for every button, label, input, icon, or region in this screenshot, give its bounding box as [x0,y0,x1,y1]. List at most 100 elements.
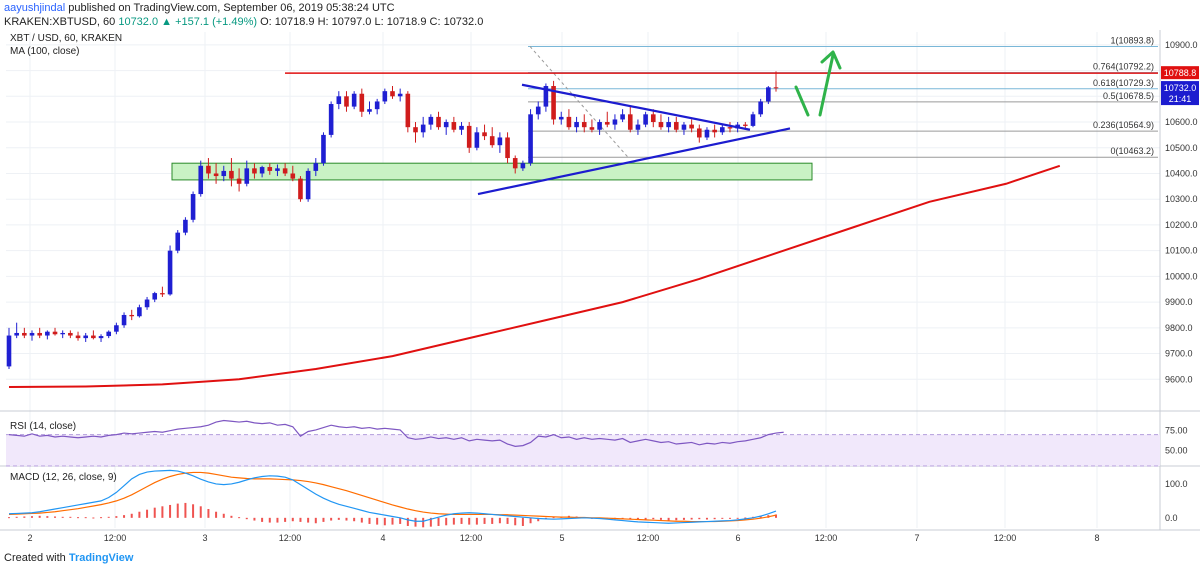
ma-100-polyline [8,164,1061,388]
candle-body [750,114,756,126]
candle-body [420,124,426,133]
macd-histogram-bar [460,517,463,524]
candle-body [267,167,273,171]
author-link[interactable]: aayushjindal [4,2,66,14]
support-zone [171,162,813,181]
x-tick-label: 12:00 [279,533,302,543]
candle-body [351,93,357,107]
chart-canvas[interactable]: 1(10893.8) 0.764(10792.2) 0.618(10729.3) 0.… [0,0,1200,550]
macd-histogram-bar [345,517,348,521]
macd-histogram-bar [138,511,141,518]
macd-histogram-bar [15,516,18,518]
ma-legend: MA (100, close) [10,46,79,57]
chart-header: aayushjindal published on TradingView.co… [0,0,1200,30]
y-tick-label: 10300.0 [1165,194,1198,204]
macd-histogram-bar [146,509,149,518]
candle-body [666,122,671,128]
macd-histogram-bar [207,509,210,518]
macd-histogram-bar [759,515,762,518]
macd-histogram-bar [705,517,708,520]
candle-body [259,167,265,174]
candle-body [413,127,418,133]
candle-body [597,122,602,130]
macd-histogram-bar [690,517,693,520]
macd-histogram-bar [422,517,425,528]
macd-histogram-bar [184,502,187,518]
macd-histogram-bar [38,515,41,518]
candle-body [405,93,411,128]
tradingview-logo[interactable]: TradingView [68,552,134,564]
y-tick-label: 10000.0 [1165,271,1198,281]
candle-body [436,116,441,128]
candle-body [382,91,388,102]
rsi-title: RSI (14, close) [10,421,76,432]
macd-histogram-bar [253,517,256,521]
publish-info: published on TradingView.com, September … [68,2,395,14]
x-tick-label: 12:00 [994,533,1017,543]
fib-level-label: 1(10893.8) [1110,35,1154,45]
y-tick-label: 9600.0 [1165,374,1193,384]
y-tick-label: 9700.0 [1165,349,1193,359]
candle-body [712,129,717,133]
macd-histogram-bar [245,517,248,520]
candle-body [758,101,763,115]
macd-histogram-bar [491,517,494,524]
macd-histogram-bar [775,514,777,518]
candle-body [535,106,541,115]
candle-body [773,87,779,89]
macd-histogram-bar [307,517,310,523]
candle-body [298,178,303,200]
macd-signal-line [8,471,777,523]
candle-body [466,125,472,148]
candle-body [6,335,12,367]
footer-prefix: Created with [4,552,66,564]
macd-histogram-bar [299,517,302,522]
candle-body [620,114,625,120]
candle-body [743,124,748,126]
candle-body [106,331,112,337]
candle-body [52,331,58,335]
macd-histogram-bar [529,517,532,524]
candle-body [68,332,73,336]
candle-body [244,168,250,184]
resistance-badge: 10788.8 [1164,68,1197,78]
macd-histogram-bar [77,517,80,519]
ma-100-line [8,164,1061,388]
macd-histogram-bar [337,517,340,520]
breakout-arrow-head [820,50,842,70]
macd-histogram-bar [406,517,409,526]
candle-body [689,124,694,129]
macd-histogram-bar [399,517,402,524]
macd-title: MACD (12, 26, close, 9) [10,472,117,483]
macd-histogram-bar [360,517,363,523]
main-title: XBT / USD, 60, KRAKEN [10,33,122,44]
candle-body [727,127,733,129]
candle-body [236,178,242,184]
candle-body [152,293,158,300]
candle-body [673,122,679,130]
candle-body [766,87,771,102]
last-price-badge-bg [1161,81,1199,106]
macd-histogram-bar [698,517,701,520]
y-tick-label: 10400.0 [1165,168,1198,178]
candle-body [558,116,564,120]
candle-body [650,114,656,123]
candle-body [29,332,35,336]
candle-body [344,96,349,107]
macd-histogram-bar [92,517,95,519]
support-zone-rect [171,162,813,181]
candle-body [221,170,227,177]
y-tick-label: 10200.0 [1165,220,1198,230]
macd-histogram-bar [123,515,126,518]
candle-body [697,128,702,138]
candle-body [175,232,181,251]
macd-histogram-bar [161,506,164,518]
candle-body [443,122,449,128]
candle-body [129,314,135,317]
countdown-timer: 21:41 [1169,94,1192,104]
x-tick-label: 8 [1094,533,1099,543]
candle-body [198,165,204,195]
fib-level-label: 0.618(10729.3) [1093,78,1154,88]
candle-body [520,163,526,169]
candle-body [114,325,119,332]
